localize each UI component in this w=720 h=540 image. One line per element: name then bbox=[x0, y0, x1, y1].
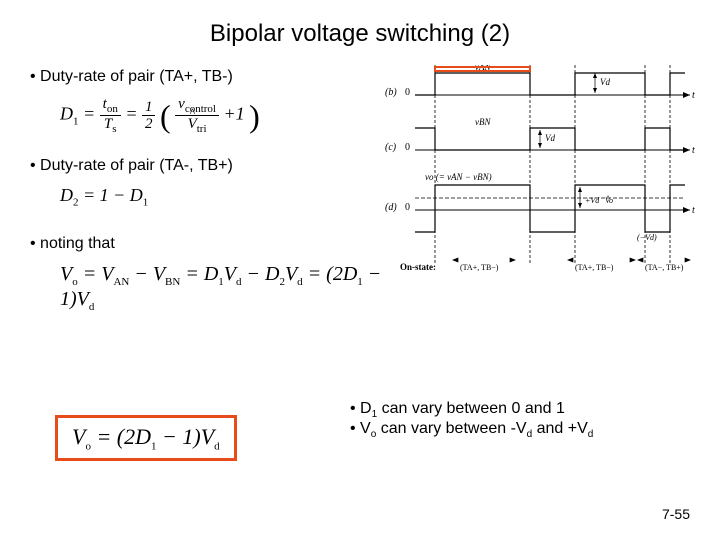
boxed-equation: Vo = (2D1 − 1)Vd bbox=[55, 415, 237, 461]
n2b: can vary between -V bbox=[376, 420, 526, 437]
frac-vc-vtri: vcontrol Vtri bbox=[175, 96, 219, 135]
vo-sub: o bbox=[72, 276, 78, 288]
zero-b: 0 bbox=[405, 87, 410, 98]
t-b: t bbox=[692, 90, 695, 101]
vd3-sub: d bbox=[89, 301, 95, 313]
vtri-sub: tri bbox=[197, 123, 207, 135]
zero-d: 0 bbox=[405, 202, 410, 213]
bullet-1: • Duty-rate of pair (TA+, TB-) bbox=[30, 68, 390, 86]
frac-ton-ts: ton Ts bbox=[100, 96, 121, 135]
page-number: 7-55 bbox=[662, 506, 690, 522]
label-d: (d) bbox=[385, 202, 397, 213]
n1b: can vary between 0 and 1 bbox=[377, 400, 565, 417]
formula-d2: D2 = 1 − D1 bbox=[60, 185, 390, 209]
onstate-label: On-state: bbox=[400, 262, 436, 272]
vd2-sub: d bbox=[297, 276, 303, 288]
note-1: • D1 can vary between 0 and 1 bbox=[350, 400, 593, 420]
slide: Bipolar voltage switching (2) • Duty-rat… bbox=[0, 0, 720, 540]
half-den: 2 bbox=[142, 116, 156, 133]
slide-title: Bipolar voltage switching (2) bbox=[30, 20, 690, 48]
left-column: • Duty-rate of pair (TA+, TB-) D1 = ton … bbox=[30, 60, 390, 331]
d1-sub: 1 bbox=[73, 115, 79, 127]
boxed-rhs2: − 1)V bbox=[157, 424, 215, 449]
vo: V bbox=[60, 263, 72, 285]
vc: v bbox=[178, 96, 185, 112]
t-c: t bbox=[692, 145, 695, 156]
vbn-label: vBN bbox=[475, 117, 491, 127]
bullet-2: • Duty-rate of pair (TA-, TB+) bbox=[30, 157, 390, 175]
label-b: (b) bbox=[385, 87, 397, 98]
formula-vo: Vo = VAN − VBN = D1Vd − D2Vd = (2D1 − 1)… bbox=[60, 263, 390, 313]
minusvd: (−Vd) bbox=[637, 233, 657, 242]
plus1: +1 bbox=[223, 104, 244, 124]
boxed-vo: V bbox=[72, 424, 85, 449]
paren-left: ( bbox=[160, 100, 171, 132]
van-sub: AN bbox=[113, 276, 129, 288]
d1-lhs: D bbox=[60, 104, 73, 124]
d2: D bbox=[60, 185, 73, 205]
vo-label: vo (= vAN − vBN) bbox=[425, 172, 492, 182]
frac-half: 1 2 bbox=[142, 99, 156, 133]
pair3: (TA−, TB+) bbox=[645, 263, 684, 272]
vohat: V̂o bbox=[605, 195, 613, 205]
vd-c: Vd bbox=[545, 133, 555, 143]
formula-d1: D1 = ton Ts = 1 2 ( vcontrol Vtri +1 ) bbox=[60, 96, 390, 135]
diagram-svg: (b) 0 t vAN Vd (c) 0 t vBN Vd bbox=[380, 65, 700, 285]
pair1: (TA+, TB−) bbox=[460, 263, 499, 272]
van: V bbox=[101, 263, 113, 285]
note-2: • Vo can vary between -Vd and +Vd bbox=[350, 420, 593, 440]
zero-c: 0 bbox=[405, 142, 410, 153]
ton-sub: on bbox=[107, 103, 118, 115]
n2c: and +V bbox=[532, 420, 588, 437]
vbn-sub: BN bbox=[165, 276, 180, 288]
vbn: V bbox=[153, 263, 165, 285]
t-d: t bbox=[692, 205, 695, 216]
paren-right: ) bbox=[249, 100, 260, 132]
n2a: • V bbox=[350, 420, 371, 437]
vd3: V bbox=[77, 288, 89, 310]
ts: T bbox=[104, 116, 112, 132]
vd-b: Vd bbox=[600, 77, 610, 87]
vd1: V bbox=[224, 263, 236, 285]
boxed-vd-sub: d bbox=[214, 440, 220, 452]
boxed-rhs1: = (2D bbox=[91, 424, 151, 449]
half-num: 1 bbox=[142, 99, 156, 117]
pair2: (TA+, TB−) bbox=[575, 263, 614, 272]
waveform-diagram: (b) 0 t vAN Vd (c) 0 t vBN Vd bbox=[380, 65, 700, 285]
n1a: • D bbox=[350, 400, 372, 417]
label-c: (c) bbox=[385, 142, 397, 153]
vtri: V bbox=[188, 116, 197, 132]
d2-rhs-sub: 1 bbox=[143, 197, 149, 209]
plusvd: +Vd bbox=[585, 196, 600, 205]
vd2: V bbox=[285, 263, 297, 285]
ts-sub: s bbox=[112, 123, 116, 135]
vd1-sub: d bbox=[236, 276, 242, 288]
notes: • D1 can vary between 0 and 1 • Vo can v… bbox=[350, 400, 593, 440]
bullet-3: • noting that bbox=[30, 235, 390, 253]
d2-rhs: = 1 − D bbox=[79, 185, 143, 205]
